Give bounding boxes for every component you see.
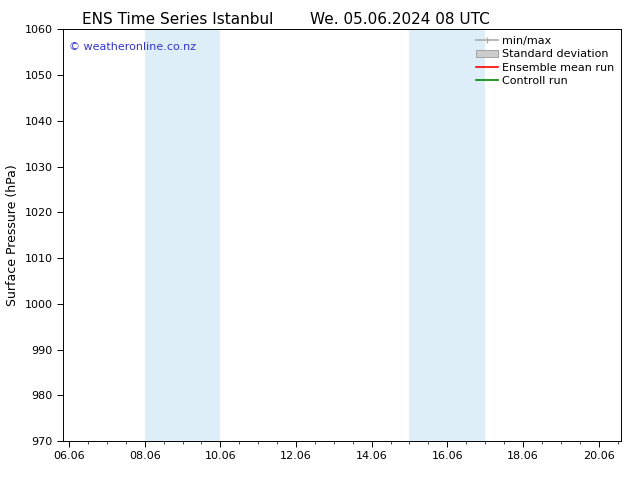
Bar (410, 29, 485, 441)
Y-axis label: Surface Pressure (hPa): Surface Pressure (hPa) (6, 164, 19, 306)
Bar (145, 29, 221, 441)
Legend: min/max, Standard deviation, Ensemble mean run, Controll run: min/max, Standard deviation, Ensemble me… (471, 32, 619, 91)
Text: © weatheronline.co.nz: © weatheronline.co.nz (69, 42, 196, 52)
Text: ENS Time Series Istanbul: ENS Time Series Istanbul (82, 12, 273, 27)
Text: We. 05.06.2024 08 UTC: We. 05.06.2024 08 UTC (309, 12, 489, 27)
